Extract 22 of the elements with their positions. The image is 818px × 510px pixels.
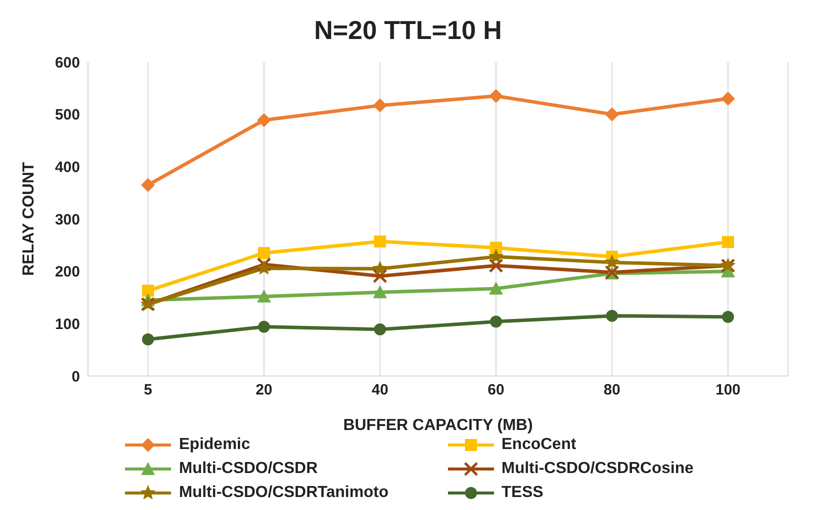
x-tick-label: 100 [715,382,741,399]
legend-label: TESS [502,484,544,502]
y-tick-label: 600 [54,54,80,72]
x-tick-label: 20 [256,382,272,399]
y-tick-label: 100 [54,316,80,333]
y-tick-label: 300 [54,211,80,228]
legend-label: Epidemic [179,436,250,454]
x-tick-label: 5 [144,382,152,399]
legend-label: Multi-CSDO/CSDR [179,460,318,478]
x-tick-label: 60 [488,382,504,399]
legend-label: Multi-CSDO/CSDRCosine [502,460,694,478]
legend-label: Multi-CSDO/CSDRTanimoto [179,484,388,502]
legend-label: EncoCent [502,436,576,454]
y-tick-label: 200 [54,264,80,281]
y-tick-label: 0 [72,368,80,386]
x-axis-title: BUFFER CAPACITY (MB) [343,417,533,434]
chart-title: N=20 TTL=10 H [313,14,503,47]
x-tick-label: 40 [372,382,388,399]
x-tick-label: 80 [604,382,620,399]
y-tick-label: 500 [54,106,80,124]
y-tick-label: 400 [54,158,80,176]
y-axis-title: RELAY COUNT [20,162,38,276]
